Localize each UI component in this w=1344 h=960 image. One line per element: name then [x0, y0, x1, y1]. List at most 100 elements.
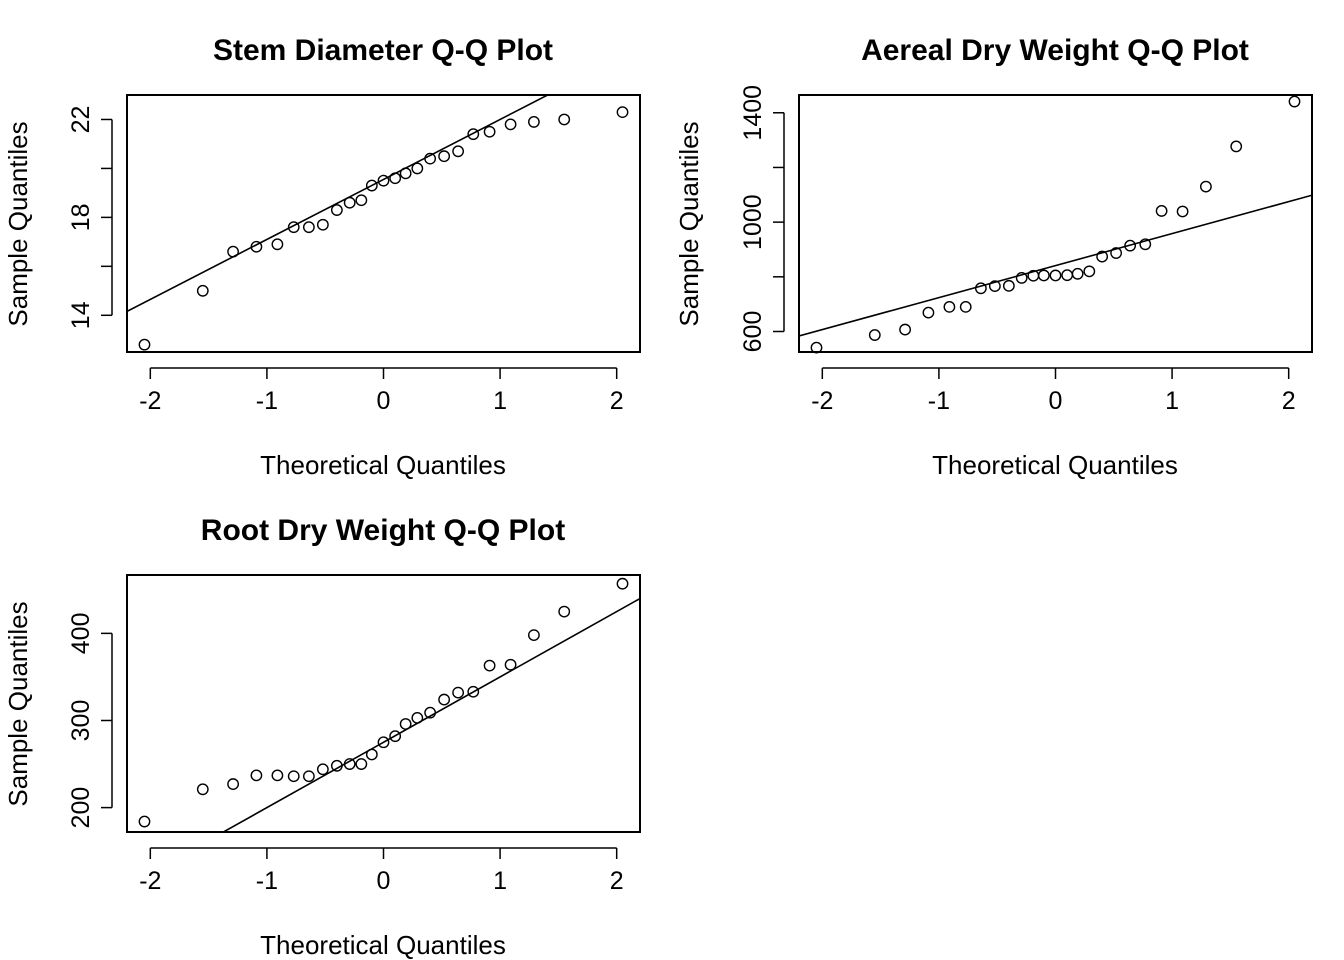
data-point [1124, 239, 1137, 252]
data-point [1083, 265, 1096, 278]
x-tick-label: -1 [928, 387, 950, 415]
data-point [1176, 205, 1189, 218]
data-point [1288, 95, 1301, 108]
data-point [389, 172, 402, 185]
chart-title: Root Dry Weight Q-Q Plot [201, 514, 565, 547]
x-tick-label: -2 [139, 387, 161, 415]
data-point [1049, 269, 1062, 282]
y-axis-label: Sample Quantiles [674, 121, 704, 326]
x-tick-label: 0 [377, 867, 391, 895]
data-point [330, 204, 343, 216]
x-tick-label: -1 [256, 867, 278, 895]
data-point [467, 685, 480, 698]
data-point [271, 769, 284, 782]
y-tick-label: 300 [67, 700, 95, 742]
data-point [1230, 140, 1243, 153]
data-points [138, 106, 629, 351]
x-tick-label: 2 [610, 387, 624, 415]
data-point [558, 605, 571, 618]
data-point [411, 162, 424, 175]
data-point [365, 179, 378, 192]
x-tick-label: 2 [1282, 387, 1296, 415]
data-point [399, 718, 412, 730]
data-point [287, 770, 300, 783]
reference-line [127, 95, 550, 313]
y-tick-label: 600 [739, 311, 767, 353]
data-point [974, 282, 987, 295]
data-point [1155, 205, 1168, 217]
data-point [438, 150, 451, 163]
data-point [959, 300, 972, 313]
aereal-dry-weight-panel: Aereal Dry Weight Q-Q Plot Theoretical Q… [674, 34, 1313, 480]
plot-frame [126, 574, 641, 833]
data-point [528, 629, 540, 642]
data-point [411, 711, 424, 724]
data-points [810, 95, 1301, 354]
data-point [343, 758, 356, 770]
plot-frame [798, 94, 1313, 353]
data-points [138, 577, 629, 828]
y-tick-label: 1400 [739, 85, 767, 141]
data-point [1002, 279, 1015, 292]
data-point [227, 778, 239, 790]
x-tick-label: -1 [256, 387, 278, 415]
y-tick-label: 18 [67, 203, 95, 231]
reference-line [799, 194, 1312, 337]
x-axis: -2 -1 0 1 2 [139, 847, 624, 895]
data-point [504, 658, 517, 671]
data-point [424, 152, 437, 165]
data-point [330, 759, 343, 772]
data-point [196, 284, 209, 297]
y-tick-label: 14 [67, 301, 95, 329]
y-tick-label: 200 [67, 787, 95, 829]
reference-line-group [127, 95, 550, 313]
data-point [1096, 250, 1109, 263]
chart-title: Aereal Dry Weight Q-Q Plot [861, 34, 1249, 67]
data-point [452, 686, 465, 699]
data-point [1061, 269, 1074, 282]
y-axis-label: Sample Quantiles [3, 121, 33, 326]
data-point [196, 783, 209, 796]
data-point [389, 730, 402, 743]
data-point [343, 196, 356, 209]
x-axis: -2 -1 0 1 2 [811, 367, 1296, 415]
data-point [355, 758, 368, 770]
x-axis-label: Theoretical Quantiles [932, 450, 1178, 480]
x-tick-label: -2 [139, 867, 161, 895]
data-point [302, 221, 315, 234]
y-tick-label: 1000 [739, 194, 767, 250]
data-point [302, 770, 315, 783]
x-tick-label: 1 [493, 867, 507, 895]
data-point [1110, 247, 1123, 259]
data-point [377, 174, 390, 187]
y-tick-label: 22 [67, 106, 95, 134]
stem-diameter-panel: Stem Diameter Q-Q Plot Theoretical Quant… [3, 34, 641, 480]
data-point [227, 245, 239, 258]
x-tick-label: 0 [377, 387, 391, 415]
data-point [467, 128, 480, 141]
y-axis: 200 300 400 [67, 613, 113, 829]
data-point [355, 194, 368, 207]
data-point [438, 693, 451, 706]
x-tick-label: -2 [811, 387, 833, 415]
data-point [616, 106, 629, 119]
data-point [316, 763, 329, 776]
y-tick-label: 400 [67, 613, 95, 655]
root-dry-weight-panel: Root Dry Weight Q-Q Plot Theoretical Qua… [3, 514, 641, 960]
data-point [250, 769, 263, 782]
data-point [399, 167, 412, 180]
data-point [452, 145, 465, 158]
plot-frame [126, 94, 641, 353]
data-point [1037, 269, 1050, 282]
data-point [943, 300, 956, 313]
data-point [483, 125, 496, 138]
data-point [424, 706, 437, 719]
y-axis-label: Sample Quantiles [3, 601, 33, 806]
data-point [271, 238, 284, 251]
data-point [899, 323, 911, 336]
x-tick-label: 1 [1165, 387, 1179, 415]
x-axis-label: Theoretical Quantiles [260, 930, 506, 960]
data-point [287, 221, 300, 234]
data-point [558, 113, 571, 126]
